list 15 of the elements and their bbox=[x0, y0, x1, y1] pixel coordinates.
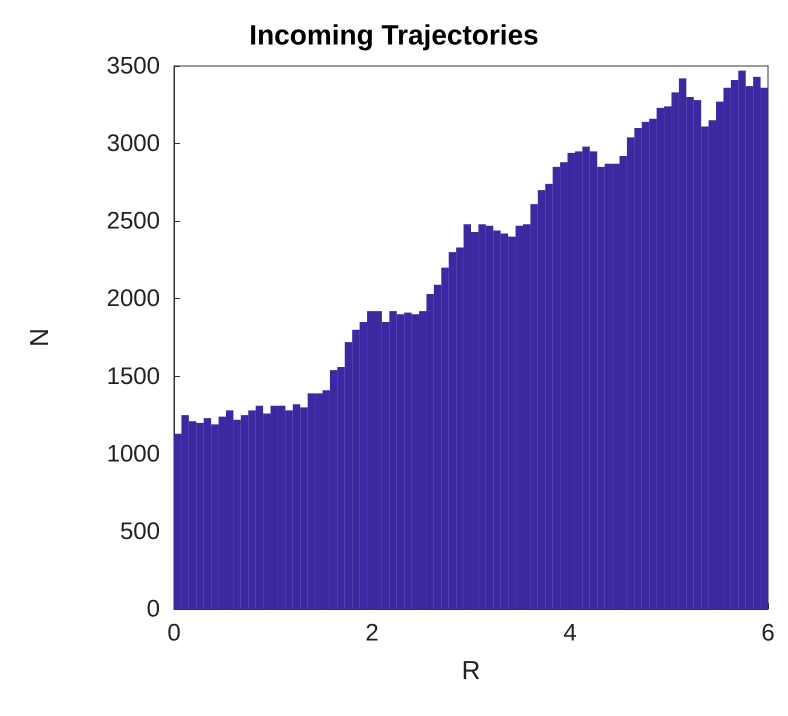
y-axis-title: N bbox=[24, 328, 54, 347]
y-tick-label: 0 bbox=[146, 596, 160, 622]
y-tick-label: 500 bbox=[120, 518, 160, 545]
y-tick-label: 3000 bbox=[106, 130, 160, 158]
y-tick-label: 2000 bbox=[106, 285, 160, 312]
y-tick-label: 1000 bbox=[106, 440, 160, 468]
x-tick-label: 0 bbox=[167, 620, 181, 646]
y-tick-label: 3500 bbox=[106, 52, 160, 80]
y-tick-label: 2500 bbox=[106, 208, 160, 235]
x-axis-title: R bbox=[462, 655, 480, 685]
chart-title: Incoming Trajectories bbox=[249, 20, 539, 50]
x-tick-label: 4 bbox=[563, 620, 577, 646]
y-tick-label: 1500 bbox=[106, 362, 160, 390]
x-tick-label: 6 bbox=[761, 620, 775, 646]
x-tick-label: 2 bbox=[365, 620, 379, 646]
